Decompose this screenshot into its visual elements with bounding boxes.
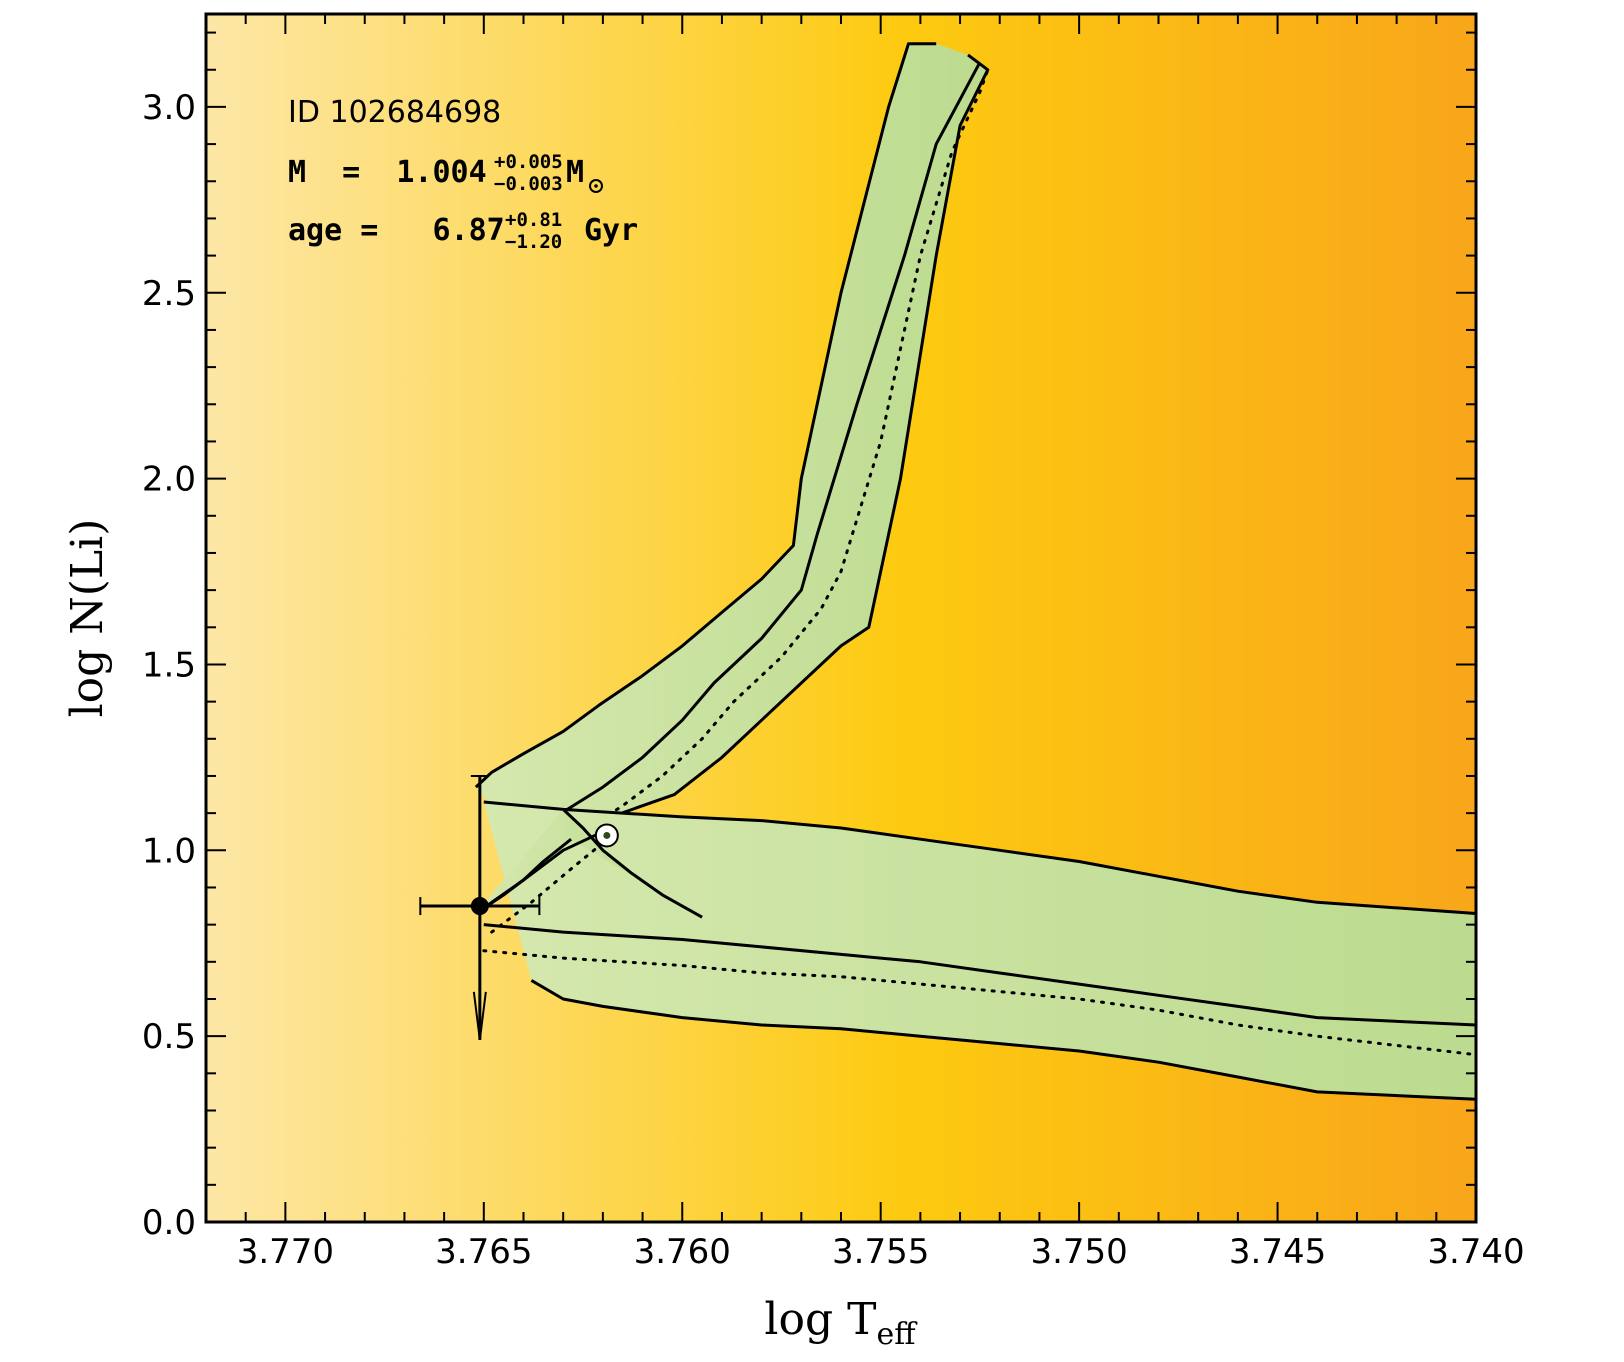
age-label: age = 6.87	[288, 213, 505, 248]
x-tick-label: 3.765	[435, 1232, 532, 1272]
band-median-line-2	[475, 830, 604, 915]
x-tick-label: 3.770	[237, 1232, 334, 1272]
x-tick-labels: 3.770 3.765 3.760 3.755 3.750 3.745 3.740	[237, 1232, 1525, 1272]
markers	[419, 774, 619, 1040]
band-upper-edge-0	[474, 42, 937, 789]
age-lower-error: −1.20	[505, 231, 562, 253]
band-upper-edge-1	[483, 800, 1476, 915]
band-dotted-line-1	[482, 949, 1476, 1057]
upper-limit-arrow-icon	[472, 991, 487, 1040]
band-upper-edge-2	[562, 808, 703, 919]
x-tick-label: 3.745	[1229, 1232, 1326, 1272]
sun-symbol-icon	[589, 179, 603, 193]
y-tick-label: 1.0	[142, 831, 196, 871]
y-tick-label: 3.0	[142, 88, 196, 128]
x-tick-label: 3.760	[634, 1232, 731, 1272]
mass-label: M = 1.004	[288, 155, 487, 190]
y-tick-label: 0.0	[142, 1203, 196, 1243]
band-median-line-0	[554, 61, 982, 819]
track-bands	[474, 42, 1476, 1101]
x-tick-label: 3.740	[1427, 1232, 1524, 1272]
y-tick-label: 0.5	[142, 1017, 196, 1057]
age-unit: Gyr	[584, 213, 638, 248]
y-axis-title: log N(Li)	[62, 519, 113, 718]
x-axis-title-subscript: eff	[876, 1317, 918, 1352]
y-tick-label: 2.0	[142, 460, 196, 500]
star-id-label: ID 102684698	[288, 95, 501, 130]
y-tick-label: 2.5	[142, 274, 196, 314]
band-fill-2	[475, 809, 703, 918]
x-tick-label: 3.750	[1030, 1232, 1127, 1272]
band-fill-0	[475, 43, 988, 817]
mass-lower-error: −0.003	[494, 173, 563, 195]
x-tick-label: 3.755	[832, 1232, 929, 1272]
mass-upper-error: +0.005	[494, 151, 563, 173]
x-axis-title: log Teff	[764, 1294, 918, 1352]
band-fill-1	[483, 802, 1476, 1100]
mass-unit: M	[566, 155, 584, 190]
axis-ticks	[205, 14, 1477, 1223]
x-axis-title-main: log T	[764, 1294, 876, 1345]
y-tick-label: 1.5	[142, 645, 196, 685]
band-lower-edge-1	[530, 979, 1476, 1101]
age-upper-error: +0.81	[505, 209, 562, 231]
band-dotted-line-2	[490, 841, 605, 934]
band-median-line-1	[483, 923, 1476, 1027]
annotation-block: ID 102684698 M = 1.004 +0.005 −0.003 M a…	[288, 95, 638, 253]
star-data-point	[470, 897, 489, 916]
sun-marker-center	[603, 831, 611, 839]
y-tick-labels: 0.0 0.5 1.0 1.5 2.0 2.5 3.0	[142, 88, 196, 1243]
